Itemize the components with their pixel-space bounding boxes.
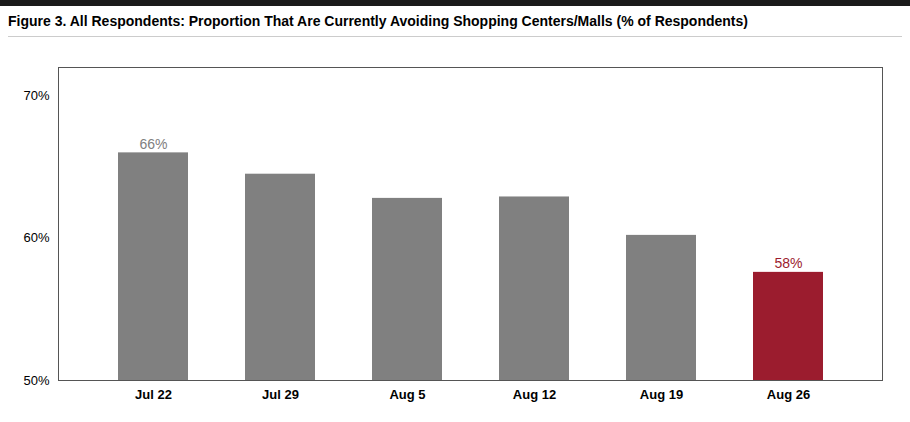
svg-text:50%: 50% <box>23 373 49 388</box>
svg-text:Jul 22: Jul 22 <box>135 387 172 402</box>
svg-text:Aug 19: Aug 19 <box>640 387 683 402</box>
svg-text:60%: 60% <box>23 230 49 245</box>
svg-text:58%: 58% <box>774 255 802 271</box>
html-text:Figure 3. All Respondents: Pro: Figure 3. All Respondents: Proportion Th… <box>8 13 748 29</box>
svg-text:Aug 5: Aug 5 <box>389 387 425 402</box>
svg-text:Aug 12: Aug 12 <box>513 387 556 402</box>
svg-text:70%: 70% <box>23 88 49 103</box>
svg-text:Jul 29: Jul 29 <box>262 387 299 402</box>
svg-text:66%: 66% <box>139 136 167 152</box>
svg-text:Aug 26: Aug 26 <box>767 387 810 402</box>
